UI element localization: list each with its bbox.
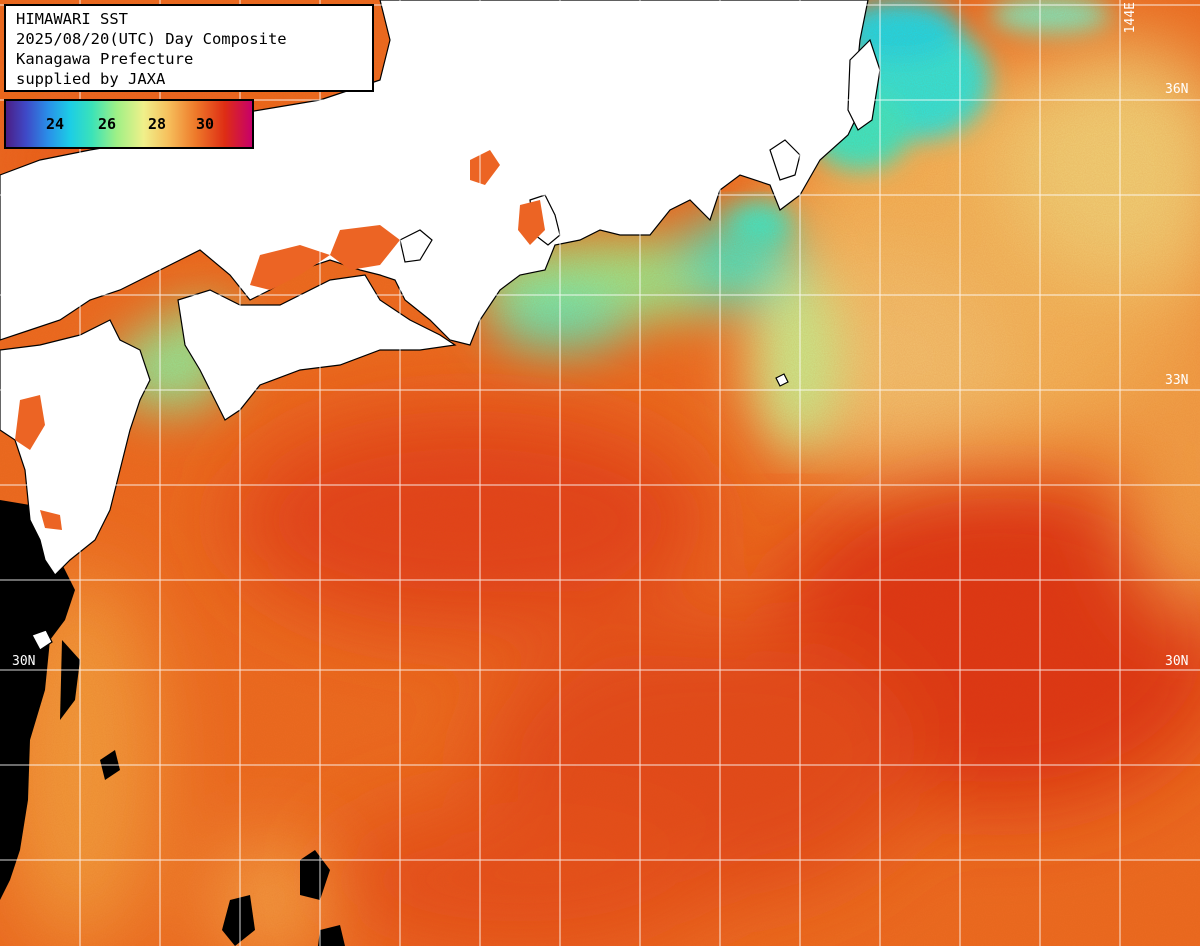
lat-label-30n-west: 30N: [12, 654, 36, 669]
color-scale-legend: 24 26 28 30: [4, 99, 254, 149]
no-data-region: [0, 500, 345, 946]
lat-label-33n: 33N: [1165, 373, 1189, 388]
title-line-region: Kanagawa Prefecture: [16, 50, 194, 68]
land-izu: [769, 139, 801, 181]
map-title-box: HIMAWARI SST 2025/08/20(UTC) Day Composi…: [4, 4, 374, 92]
lon-label-136e: 136E: [482, 2, 497, 34]
lat-label-36n: 36N: [1165, 82, 1189, 97]
title-line-date: 2025/08/20(UTC) Day Composite: [16, 30, 287, 48]
land-mass: [0, 0, 881, 651]
bay-water: [15, 150, 545, 530]
land-tanegashima: [31, 629, 53, 651]
legend-tick: 30: [196, 115, 215, 133]
legend-tick: 26: [98, 115, 117, 133]
title-line-credit: supplied by JAXA: [16, 70, 166, 88]
title-line-product: HIMAWARI SST: [16, 10, 128, 28]
lat-label-30n-east: 30N: [1165, 654, 1189, 669]
land-kyushu: [0, 319, 151, 576]
land-awaji: [399, 229, 433, 263]
lon-label-144e: 144E: [1123, 2, 1138, 34]
legend-tick: 28: [148, 115, 167, 133]
land-honshu: [0, 0, 869, 346]
land-shikoku: [177, 274, 457, 421]
land-izu-islands-1: [775, 373, 789, 387]
land-chiba: [847, 38, 881, 131]
lat-label-33: 33: [12, 373, 28, 388]
legend-tick: 24: [46, 115, 65, 133]
